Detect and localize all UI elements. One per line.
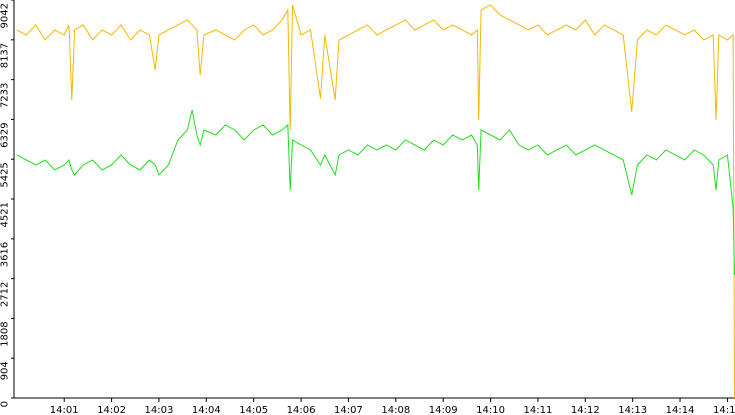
x-tick-label: 14:15	[713, 405, 735, 415]
x-tick-label: 14:11	[524, 405, 553, 415]
x-tick-label: 14:07	[334, 405, 363, 415]
data-line	[16, 4, 735, 399]
x-tick-label: 14:10	[476, 405, 505, 415]
y-tick-label: 4521	[0, 202, 10, 227]
y-tick-label: 9042	[0, 3, 10, 28]
data-line	[16, 109, 735, 275]
x-tick-label: 14:05	[239, 405, 268, 415]
x-tick-label: 14:06	[287, 405, 316, 415]
x-tick-label: 14:12	[571, 405, 600, 415]
y-tick-label: 5425	[0, 162, 10, 187]
x-tick-label: 14:09	[429, 405, 458, 415]
x-tick-label: 14:08	[381, 405, 410, 415]
y-tick-label: 7233	[0, 83, 10, 108]
x-tick-label: 14:02	[97, 405, 126, 415]
y-tick-label: 8137	[0, 43, 10, 68]
x-tick-label: 14:04	[192, 405, 221, 415]
y-tick-label: 904	[0, 361, 10, 380]
x-tick-label: 14:13	[618, 405, 647, 415]
y-tick-label: 0	[0, 401, 10, 407]
x-tick-label: 14:14	[666, 405, 695, 415]
y-tick-label: 6329	[0, 122, 10, 147]
y-tick-label: 3616	[0, 242, 10, 267]
x-tick-label: 14:03	[145, 405, 174, 415]
y-tick-label: 1808	[0, 321, 10, 346]
y-tick-label: 2712	[0, 282, 10, 307]
x-tick-label: 14:01	[50, 405, 79, 415]
